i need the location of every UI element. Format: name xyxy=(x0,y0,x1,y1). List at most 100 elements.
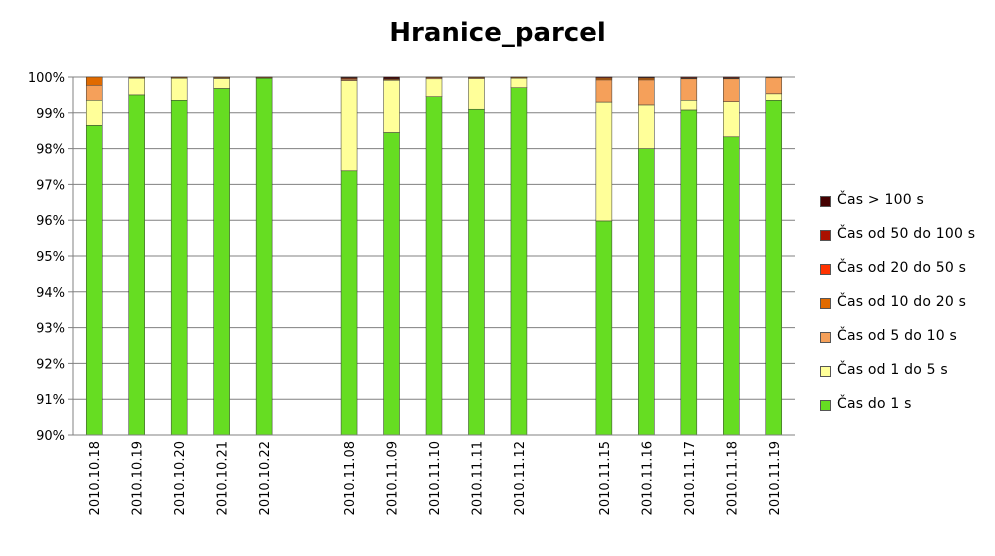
x-tick-label: 2010.11.16 xyxy=(640,441,655,515)
x-tick-label: 2010.11.18 xyxy=(725,441,740,515)
x-tick-label: 2010.11.15 xyxy=(598,441,613,515)
bar-segment xyxy=(170,100,188,436)
bar-segment xyxy=(340,76,358,79)
legend-swatch xyxy=(820,366,831,377)
y-tick-label: 91% xyxy=(36,393,65,408)
bar-segment xyxy=(383,76,400,80)
bar-segment xyxy=(213,76,230,79)
bar-segment xyxy=(638,148,655,436)
legend-swatch xyxy=(820,400,831,411)
y-tick-label: 90% xyxy=(36,429,65,444)
legend: Čas > 100 s Čas od 50 do 100 s Čas od 20 d… xyxy=(818,192,993,430)
x-tick-label: 2010.11.09 xyxy=(386,441,401,515)
bar-segment xyxy=(510,87,528,436)
axes xyxy=(72,77,795,436)
bar-segment xyxy=(680,78,698,101)
x-tick-label: 2010.11.12 xyxy=(513,441,528,515)
bar-segment xyxy=(85,125,103,436)
legend-swatch xyxy=(820,298,831,309)
y-tick-label: 94% xyxy=(36,286,65,301)
legend-item: Čas od 5 do 10 s xyxy=(818,328,993,362)
bar-segment xyxy=(425,76,443,79)
x-tick-label: 2010.10.21 xyxy=(216,441,231,515)
y-tick-labels: 90% 91% 92% 93% 94% 95% 96% 97% 98% 99% 100% xyxy=(28,71,65,444)
bar-segment xyxy=(128,77,145,96)
bar-segment xyxy=(85,84,103,101)
bar-segment xyxy=(128,94,145,436)
y-tick-label: 97% xyxy=(36,178,65,193)
legend-label: Čas od 20 do 50 s xyxy=(837,260,967,276)
legend-label: Čas od 10 do 20 s xyxy=(837,294,967,310)
bar-segment xyxy=(383,79,400,133)
x-tick-label: 2010.10.19 xyxy=(131,441,146,515)
y-tick-label: 100% xyxy=(28,71,65,86)
x-tick-label: 2010.11.17 xyxy=(683,441,698,515)
legend-swatch xyxy=(820,230,831,241)
legend-label: Čas do 1 s xyxy=(837,396,912,412)
y-tick-label: 92% xyxy=(36,357,65,372)
legend-label: Čas od 50 do 100 s xyxy=(837,226,976,242)
legend-label: Čas > 100 s xyxy=(837,192,924,208)
x-tick-label: 2010.11.10 xyxy=(428,441,443,515)
bar-segment xyxy=(510,77,528,88)
legend-label: Čas od 1 do 5 s xyxy=(837,362,948,378)
bar-segment xyxy=(723,136,740,436)
bar-segment xyxy=(680,100,698,111)
legend-item: Čas > 100 s xyxy=(818,192,993,226)
bar-segment xyxy=(723,101,740,138)
y-tick-label: 93% xyxy=(36,322,65,337)
bar-segment xyxy=(425,78,443,97)
bar-segment xyxy=(383,132,400,436)
bar-segment xyxy=(170,77,188,101)
bar-segment xyxy=(213,88,230,436)
bar-segment xyxy=(595,79,613,103)
x-tick-label: 2010.10.22 xyxy=(258,441,273,515)
bar-segment xyxy=(765,77,783,95)
bar-segment xyxy=(680,109,698,436)
bar-segment xyxy=(213,78,230,89)
bar-segment xyxy=(340,170,358,436)
bar-segment xyxy=(468,78,485,110)
bars xyxy=(85,76,783,436)
bar-segment xyxy=(255,77,273,436)
bar-segment xyxy=(595,76,613,79)
bar-segment xyxy=(638,104,655,149)
legend-item: Čas od 50 do 100 s xyxy=(818,226,993,260)
bar-segment xyxy=(340,80,358,172)
legend-swatch xyxy=(820,332,831,343)
bar-segment xyxy=(638,76,655,79)
bar-segment xyxy=(425,96,443,436)
x-tick-label: 2010.11.08 xyxy=(343,441,358,515)
legend-item: Čas od 20 do 50 s xyxy=(818,260,993,294)
x-tick-label: 2010.10.18 xyxy=(88,441,103,515)
bar-segment xyxy=(468,76,485,79)
bar-segment xyxy=(170,76,188,79)
legend-swatch xyxy=(820,196,831,207)
bar-segment xyxy=(85,76,103,86)
bar-segment xyxy=(85,100,103,126)
x-tick-label: 2010.11.11 xyxy=(470,441,485,515)
bar-segment xyxy=(595,101,613,222)
y-tick-label: 95% xyxy=(36,250,65,265)
x-tick-label: 2010.11.19 xyxy=(768,441,783,515)
bar-segment xyxy=(255,76,273,79)
bar-segment xyxy=(680,76,698,79)
y-tick-label: 98% xyxy=(36,143,65,158)
bar-segment xyxy=(723,78,740,102)
chart-title: Hranice_parcel xyxy=(389,18,606,48)
y-tick-label: 96% xyxy=(36,214,65,229)
x-tick-label: 2010.10.20 xyxy=(173,441,188,515)
bar-segment xyxy=(128,76,145,79)
bar-segment xyxy=(765,76,783,79)
y-tick-label: 99% xyxy=(36,107,65,122)
bar-segment xyxy=(638,79,655,106)
bar-segment xyxy=(510,76,528,79)
legend-swatch xyxy=(820,264,831,275)
legend-label: Čas od 5 do 10 s xyxy=(837,328,958,344)
legend-item: Čas od 10 do 20 s xyxy=(818,294,993,328)
bar-segment xyxy=(468,108,485,436)
x-tick-labels: 2010.10.18 2010.10.19 2010.10.20 2010.10.21… xyxy=(88,441,783,515)
legend-item: Čas do 1 s xyxy=(818,396,993,430)
bar-segment xyxy=(765,93,783,101)
